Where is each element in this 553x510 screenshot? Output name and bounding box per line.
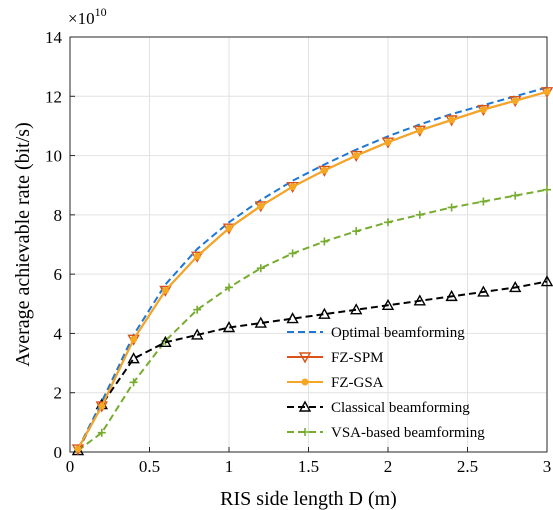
legend-marker bbox=[298, 400, 312, 412]
legend-item: FZ-SPM bbox=[287, 350, 384, 366]
data-point bbox=[127, 352, 140, 364]
data-point bbox=[477, 285, 490, 297]
data-point bbox=[445, 289, 458, 302]
y-tick-label: 2 bbox=[54, 384, 63, 403]
x-tick-label: 0.5 bbox=[139, 457, 160, 476]
data-point bbox=[257, 202, 265, 210]
data-point bbox=[479, 197, 488, 206]
x-tick-label: 2.5 bbox=[457, 457, 478, 476]
x-tick-label: 0 bbox=[66, 457, 75, 476]
legend-label: Optimal beamforming bbox=[331, 325, 465, 341]
legend-label: FZ-GSA bbox=[331, 375, 384, 391]
data-point bbox=[416, 126, 424, 134]
data-point bbox=[350, 303, 363, 315]
legend: Optimal beamforming FZ-SPM FZ-GSA Classical… bbox=[287, 325, 485, 441]
data-point bbox=[289, 183, 297, 191]
data-point bbox=[543, 185, 551, 194]
data-point bbox=[320, 166, 328, 174]
data-point bbox=[511, 97, 519, 105]
series-line bbox=[77, 86, 548, 450]
data-point bbox=[74, 445, 82, 453]
y-exponent-label: ×1010 bbox=[68, 5, 107, 28]
data-point bbox=[352, 152, 360, 160]
data-point bbox=[222, 321, 236, 333]
data-point bbox=[318, 307, 331, 319]
series-fz-gsa bbox=[74, 88, 551, 453]
data-point bbox=[97, 428, 106, 437]
data-point bbox=[415, 210, 424, 219]
data-point bbox=[447, 203, 456, 212]
x-tick-label: 2 bbox=[384, 457, 393, 476]
data-point bbox=[254, 316, 267, 328]
data-point bbox=[286, 312, 299, 324]
data-point bbox=[511, 191, 520, 200]
y-tick-label: 14 bbox=[45, 28, 63, 47]
legend-marker bbox=[298, 352, 312, 364]
y-tick-label: 0 bbox=[54, 443, 63, 462]
series-optimal-beamforming bbox=[77, 86, 548, 450]
data-point bbox=[256, 264, 265, 273]
data-point bbox=[161, 286, 169, 294]
y-tick-label: 8 bbox=[54, 206, 63, 225]
data-point bbox=[129, 378, 138, 387]
data-point bbox=[352, 227, 361, 236]
x-tick-label: 1 bbox=[225, 457, 234, 476]
data-point bbox=[159, 335, 172, 348]
legend-label: FZ-SPM bbox=[331, 350, 384, 366]
data-point bbox=[543, 88, 551, 96]
data-point bbox=[381, 298, 395, 310]
legend-marker bbox=[301, 378, 309, 386]
legend-item: FZ-GSA bbox=[287, 375, 384, 391]
data-point bbox=[384, 218, 392, 227]
data-point bbox=[288, 249, 297, 258]
series-line bbox=[77, 90, 548, 450]
y-exponent-power: 10 bbox=[95, 5, 107, 19]
x-tick-label: 3 bbox=[543, 457, 552, 476]
x-tick-label: 1.5 bbox=[298, 457, 319, 476]
data-point bbox=[384, 138, 392, 146]
legend-label: VSA-based beamforming bbox=[331, 425, 485, 441]
y-tick-label: 10 bbox=[45, 147, 62, 166]
y-axis-title: Average achievable rate (bit/s) bbox=[12, 122, 34, 367]
data-point bbox=[130, 335, 138, 343]
data-point bbox=[540, 275, 553, 287]
data-point bbox=[479, 106, 487, 114]
legend-item: Classical beamforming bbox=[287, 400, 470, 416]
data-point bbox=[448, 116, 456, 124]
y-tick-label: 6 bbox=[54, 265, 63, 284]
data-point bbox=[509, 281, 522, 293]
data-point bbox=[413, 294, 426, 306]
data-point bbox=[98, 402, 106, 410]
data-point bbox=[320, 237, 329, 246]
series-line bbox=[77, 280, 548, 451]
series-line bbox=[77, 188, 548, 452]
legend-label: Classical beamforming bbox=[331, 400, 470, 416]
data-point bbox=[193, 305, 202, 314]
data-point bbox=[225, 283, 233, 292]
data-point bbox=[191, 328, 204, 340]
y-tick-label: 12 bbox=[45, 87, 62, 106]
y-tick-label: 4 bbox=[54, 324, 63, 343]
legend-item: VSA-based beamforming bbox=[287, 425, 485, 441]
data-point bbox=[193, 252, 201, 260]
legend-marker bbox=[301, 428, 309, 436]
series-vsa-based-beamforming bbox=[73, 185, 551, 455]
data-point bbox=[225, 224, 233, 232]
legend-item: Optimal beamforming bbox=[287, 325, 465, 341]
grid bbox=[70, 37, 547, 452]
x-axis-title: RIS side length D (m) bbox=[220, 488, 397, 510]
